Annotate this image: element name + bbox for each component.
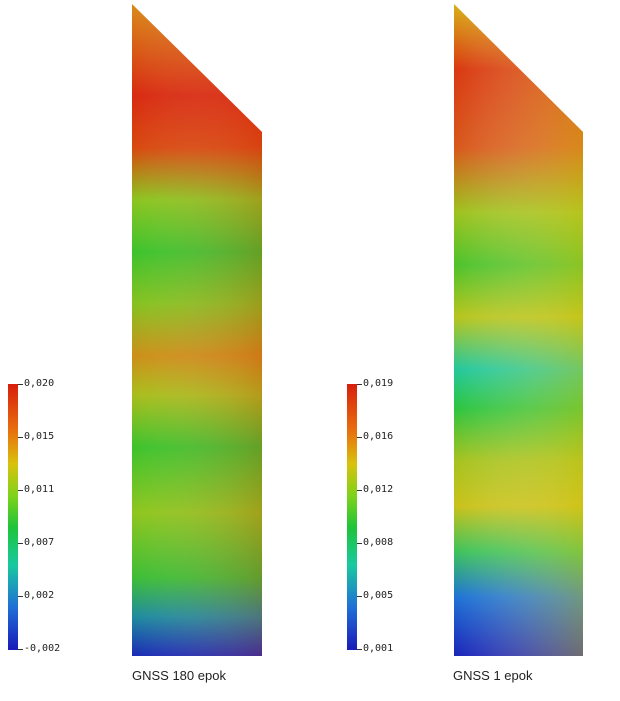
tick-label: 0,008 [363,537,394,548]
tick-mark [18,437,23,438]
tick-mark [357,596,362,597]
tick-label: 0,019 [363,378,394,389]
tick-mark [18,384,23,385]
caption-right: GNSS 1 epok [453,668,533,683]
tick-mark [357,384,362,385]
tick-label: 0,012 [363,484,394,495]
tick-mark [18,649,23,650]
tick-mark [357,437,362,438]
tick-label: 0,015 [24,431,55,442]
colorbar-left [8,384,18,650]
surface-right-shading [454,4,583,656]
tick-mark [357,490,362,491]
tick-label: 0,007 [24,537,55,548]
tick-label: 0,020 [24,378,55,389]
tick-mark [18,490,23,491]
surface-left-shading [132,4,262,656]
tick-label: -0,002 [24,643,61,654]
caption-left: GNSS 180 epok [132,668,226,683]
tick-mark [357,649,362,650]
tick-mark [18,596,23,597]
tick-label: 0,005 [363,590,394,601]
tick-label: 0,016 [363,431,394,442]
colorbar-right [347,384,357,650]
tick-mark [18,543,23,544]
tick-label: 0,002 [24,590,55,601]
tick-label: 0,001 [363,643,394,654]
tick-label: 0,011 [24,484,55,495]
tick-mark [357,543,362,544]
